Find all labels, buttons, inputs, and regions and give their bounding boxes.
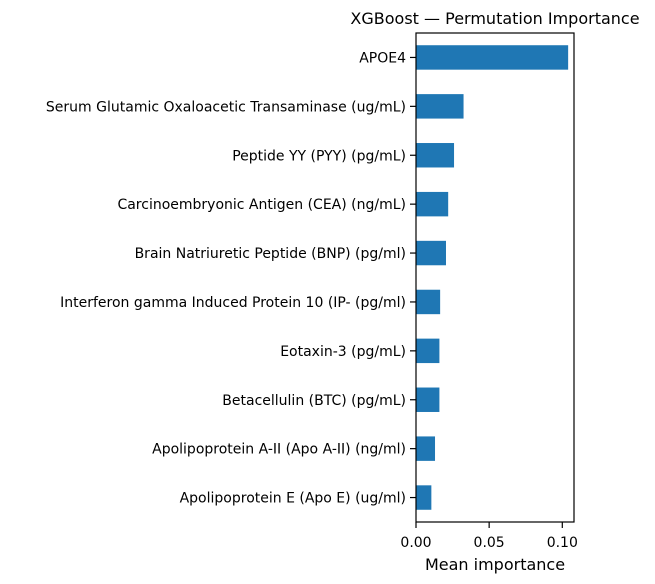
x-axis-label: Mean importance xyxy=(425,555,565,574)
y-tick-label: Serum Glutamic Oxaloacetic Transaminase … xyxy=(46,99,406,115)
axes-frame xyxy=(415,32,575,523)
bar xyxy=(416,143,455,168)
y-tick-label: Carcinoembryonic Antigen (CEA) (ng/mL) xyxy=(117,197,406,213)
y-tick-label: APOE4 xyxy=(359,50,406,66)
x-tick-label: 0.00 xyxy=(400,535,431,551)
bar xyxy=(416,436,436,461)
bar xyxy=(416,485,432,510)
x-tick-label: 0.05 xyxy=(474,535,505,551)
bar xyxy=(416,289,441,315)
y-tick-label: Apolipoprotein A-II (Apo A-II) (ng/ml) xyxy=(152,442,406,458)
y-tick-label: Apolipoprotein E (Apo E) (ug/ml) xyxy=(180,491,406,507)
y-tick-label: Betacellulin (BTC) (pg/mL) xyxy=(222,393,406,409)
bar xyxy=(416,94,464,119)
bar xyxy=(416,240,446,266)
y-tick-label: Peptide YY (PYY) (pg/mL) xyxy=(232,148,406,164)
y-tick-label: Brain Natriuretic Peptide (BNP) (pg/ml) xyxy=(135,246,406,262)
chart-title: XGBoost — Permutation Importance xyxy=(350,9,639,28)
plot-area: APOE4 Serum Glutamic Oxaloacetic Transami… xyxy=(46,32,578,551)
bar xyxy=(416,191,449,217)
bar xyxy=(416,338,440,364)
y-tick-label: Eotaxin-3 (pg/mL) xyxy=(280,344,406,360)
bar xyxy=(416,45,569,70)
y-tick-label: Interferon gamma Induced Protein 10 (IP-… xyxy=(60,295,406,311)
x-tick-label: 0.10 xyxy=(547,535,578,551)
bar xyxy=(416,387,440,412)
